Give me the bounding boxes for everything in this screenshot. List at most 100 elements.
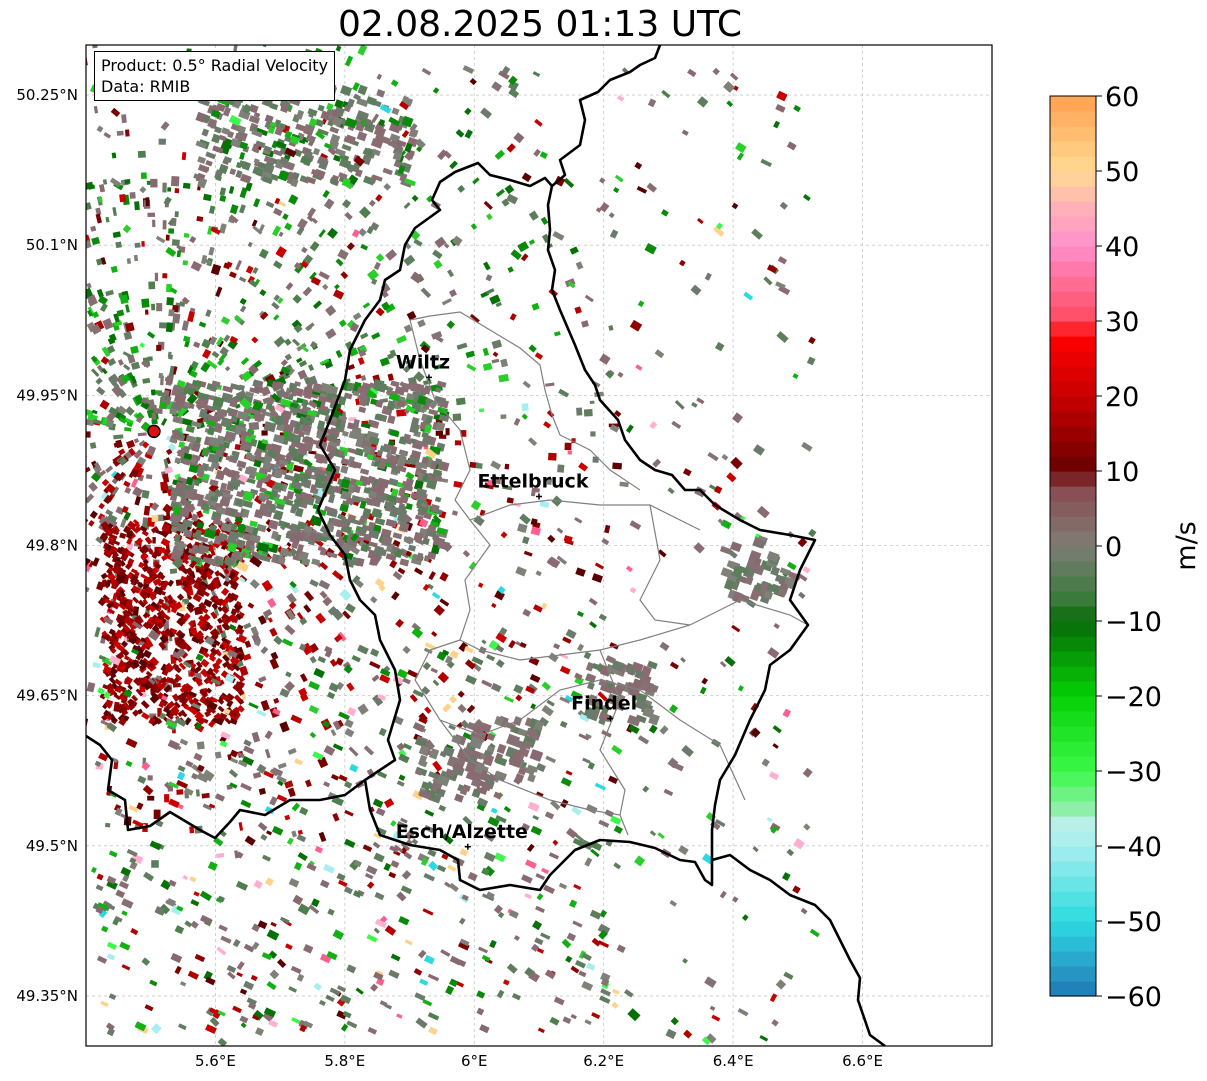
echo-cell	[123, 676, 133, 686]
echo-cell	[319, 879, 330, 889]
echo-cell	[95, 377, 103, 385]
echo-cell	[417, 319, 426, 328]
echo-cell	[159, 712, 166, 720]
echo-cell	[217, 606, 223, 612]
echo-cell	[93, 461, 101, 470]
echo-cell	[337, 631, 347, 642]
echo-cell	[256, 709, 267, 717]
echo-cell	[101, 714, 108, 722]
echo-cell	[389, 559, 398, 569]
echo-cell	[102, 179, 108, 185]
echo-cell	[222, 492, 234, 499]
echo-cell	[117, 359, 124, 366]
echo-cell	[97, 687, 105, 695]
echo-cell	[266, 448, 278, 460]
echo-cell	[420, 344, 430, 354]
echo-cell	[413, 567, 424, 576]
echo-cell	[304, 779, 312, 788]
echo-cell	[227, 971, 236, 980]
echo-cell	[235, 600, 242, 606]
echo-cell	[292, 294, 302, 304]
echo-cell	[654, 349, 665, 359]
echo-cell	[457, 703, 467, 714]
echo-cell	[565, 955, 573, 963]
echo-cell	[421, 686, 431, 695]
echo-cell	[160, 547, 170, 556]
echo-cell	[171, 693, 180, 702]
echo-cell	[428, 400, 438, 410]
echo-cell	[101, 367, 108, 375]
echo-cell	[277, 958, 287, 968]
echo-cell	[40, 405, 45, 410]
echo-cell	[574, 833, 585, 843]
echo-cell	[235, 880, 249, 891]
echo-cell	[557, 464, 565, 473]
echo-cell	[189, 625, 198, 634]
echo-cell	[307, 207, 317, 218]
echo-cell	[125, 406, 135, 416]
echo-cell	[211, 380, 221, 388]
echo-cell	[191, 513, 199, 522]
echo-cell	[45, 304, 54, 314]
echo-cell	[338, 319, 347, 328]
echo-cell	[297, 218, 308, 230]
echo-cell	[373, 852, 385, 863]
echo-cell	[277, 520, 287, 528]
echo-cell	[369, 596, 378, 604]
echo-cell	[134, 637, 142, 646]
echo-cell	[282, 495, 290, 502]
echo-cell	[491, 81, 503, 92]
echo-cell	[594, 562, 605, 570]
echo-cell	[570, 690, 583, 700]
echo-cell	[141, 957, 151, 966]
echo-cell	[38, 453, 48, 458]
echo-cell	[116, 596, 125, 603]
echo-cell	[338, 711, 350, 721]
echo-cell	[741, 914, 749, 921]
echo-cell	[263, 770, 275, 779]
echo-cell	[185, 476, 194, 486]
echo-cell	[462, 815, 473, 827]
echo-cell	[495, 815, 507, 824]
echo-cell	[130, 375, 137, 384]
echo-cell	[514, 773, 525, 783]
echo-cell	[123, 689, 133, 698]
echo-cell	[141, 712, 150, 720]
echo-cell	[308, 680, 320, 691]
echo-cell	[181, 320, 190, 331]
echo-cell	[274, 469, 284, 479]
echo-cell	[266, 981, 277, 991]
echo-cell	[647, 98, 657, 108]
canton-border-north	[409, 311, 641, 491]
echo-cell	[340, 465, 349, 474]
echo-cell	[282, 161, 295, 171]
echo-cell	[28, 230, 34, 236]
echo-cell	[597, 940, 610, 948]
echo-cell	[392, 539, 401, 548]
echo-cell	[148, 717, 156, 725]
echo-cell	[210, 647, 219, 656]
echo-cell	[411, 627, 424, 639]
echo-cell	[205, 309, 212, 318]
echo-cell	[436, 864, 447, 873]
echo-cell	[558, 882, 568, 890]
echo-cell	[335, 529, 343, 538]
echo-cell	[513, 132, 525, 144]
echo-cell	[498, 627, 508, 636]
echo-cell	[9, 570, 21, 582]
echo-cell	[2, 522, 11, 530]
echo-cell	[336, 407, 344, 414]
echo-cell	[181, 557, 190, 565]
echo-cell	[667, 757, 679, 769]
echo-cell	[381, 301, 391, 311]
echo-cell	[228, 271, 237, 279]
echo-cell	[141, 530, 149, 537]
echo-cell	[74, 506, 85, 518]
echo-cell	[229, 477, 242, 487]
echo-cell	[183, 401, 191, 408]
echo-cell	[25, 587, 34, 596]
echo-cell	[625, 424, 634, 434]
echo-cell	[92, 557, 100, 567]
echo-cell	[195, 789, 200, 797]
